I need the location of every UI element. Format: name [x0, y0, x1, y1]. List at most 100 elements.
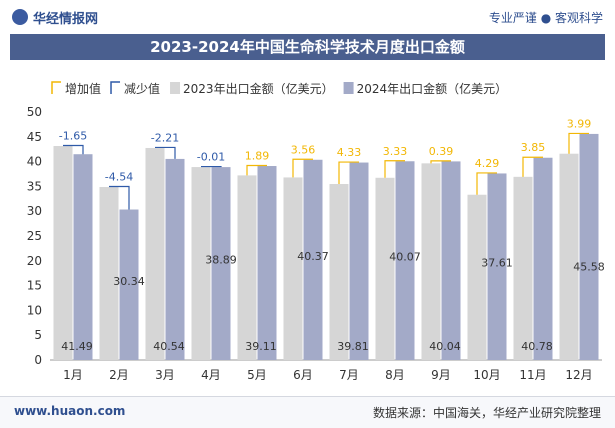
- y-tick-label: 30: [27, 204, 42, 218]
- legend-decrease-label: 减少值: [124, 81, 160, 96]
- change-label-6: 3.56: [291, 143, 316, 156]
- bar-2023-3: [145, 147, 165, 360]
- y-tick-label: 35: [27, 179, 42, 193]
- bar-2024-2: [119, 209, 139, 360]
- x-tick-label-10: 10月: [473, 368, 500, 382]
- x-tick-label-2: 2月: [109, 368, 129, 382]
- change-bracket-1: [63, 144, 84, 155]
- x-tick-label-8: 8月: [385, 368, 405, 382]
- bar-2023-5: [237, 175, 257, 360]
- x-tick-label-1: 1月: [63, 368, 83, 382]
- bar-2024-7: [349, 162, 369, 360]
- bar-2023-12: [559, 153, 579, 360]
- change-bracket-2: [109, 185, 130, 210]
- bar-2024-10: [487, 173, 507, 360]
- y-tick-label: 45: [27, 130, 42, 144]
- value-label-2024-9: 40.04: [429, 340, 461, 353]
- y-tick-label: 25: [27, 229, 42, 243]
- bar-2024-6: [303, 159, 323, 360]
- y-tick-label: 40: [27, 155, 42, 169]
- value-label-2024-2: 30.34: [113, 275, 145, 288]
- bar-2023-10: [467, 194, 487, 360]
- bar-2023-11: [513, 176, 533, 360]
- x-tick-label-7: 7月: [339, 368, 359, 382]
- bar-2023-7: [329, 184, 349, 360]
- value-label-2024-8: 40.07: [389, 251, 421, 264]
- footer: www.huaon.com 数据来源：中国海关，华经产业研究院整理: [0, 396, 615, 428]
- bar-2024-11: [533, 157, 553, 360]
- x-tick-label-3: 3月: [155, 368, 175, 382]
- value-label-2024-4: 38.89: [205, 254, 237, 267]
- bar-2023-8: [375, 177, 395, 360]
- bar-2023-1: [53, 146, 73, 360]
- change-label-1: -1.65: [59, 130, 87, 143]
- value-label-2024-10: 37.61: [481, 257, 513, 270]
- legend-series-2024-marker: [343, 82, 354, 94]
- bar-2024-1: [73, 154, 93, 360]
- change-label-7: 4.33: [337, 146, 362, 159]
- bar-2024-12: [579, 133, 599, 360]
- footer-source: 数据来源：中国海关，华经产业研究院整理: [372, 406, 601, 420]
- change-bracket-5: [246, 164, 267, 176]
- bar-2024-3: [165, 158, 185, 360]
- change-label-4: -0.01: [197, 151, 225, 164]
- legend-increase-marker: [51, 81, 61, 94]
- value-label-2024-12: 45.58: [573, 261, 605, 274]
- x-tick-label-4: 4月: [201, 368, 221, 382]
- change-bracket-12: [568, 132, 589, 154]
- value-label-2024-11: 40.78: [521, 340, 553, 353]
- logo-text: 华经情报网: [33, 12, 99, 27]
- footer-website: www.huaon.com: [14, 404, 126, 418]
- legend-series-2023-marker: [170, 82, 181, 94]
- change-label-5: 1.89: [245, 150, 270, 163]
- change-bracket-7: [338, 161, 359, 185]
- value-label-2024-6: 40.37: [297, 250, 329, 263]
- change-bracket-6: [292, 158, 313, 178]
- change-label-2: -4.54: [105, 170, 133, 183]
- x-tick-label-5: 5月: [247, 368, 267, 382]
- change-bracket-3: [155, 146, 176, 159]
- bar-2024-5: [257, 166, 277, 360]
- bar-2024-8: [395, 161, 415, 360]
- bar-2023-2: [99, 186, 119, 360]
- logo-icon: [12, 9, 28, 25]
- change-label-9: 0.39: [429, 145, 454, 158]
- x-tick-label-11: 11月: [519, 368, 546, 382]
- change-label-8: 3.33: [383, 145, 408, 158]
- y-tick-label: 5: [34, 328, 42, 342]
- legend-decrease-marker: [110, 81, 121, 94]
- bar-2023-4: [191, 167, 211, 360]
- change-label-3: -2.21: [151, 131, 179, 144]
- x-tick-label-6: 6月: [293, 368, 313, 382]
- chart-title: 2023-2024年中国生命科学技术月度出口金额: [10, 34, 605, 60]
- y-tick-label: 10: [27, 303, 42, 317]
- legend-series-2024-label: 2024年出口金额（亿美元）: [357, 81, 508, 96]
- header-bar: 华经情报网 专业严谨 ● 客观科学: [0, 0, 615, 34]
- value-label-2024-3: 40.54: [153, 340, 185, 353]
- y-tick-label: 0: [34, 353, 42, 367]
- bar-2023-9: [421, 163, 441, 360]
- y-tick-label: 15: [27, 279, 42, 293]
- y-tick-label: 50: [27, 105, 42, 119]
- change-label-12: 3.99: [567, 117, 592, 130]
- change-label-11: 3.85: [521, 141, 546, 154]
- change-bracket-10: [476, 172, 497, 195]
- bar-2023-6: [283, 177, 303, 360]
- bar-2024-4: [211, 167, 231, 360]
- change-bracket-9: [430, 160, 451, 164]
- value-label-2024-5: 39.11: [245, 340, 277, 353]
- y-tick-label: 20: [27, 254, 42, 268]
- change-bracket-11: [522, 156, 543, 177]
- legend-series-2023-label: 2023年出口金额（亿美元）: [183, 81, 334, 96]
- bar-chart: 增加值 减少值 2023年出口金额（亿美元） 2024年出口金额（亿美元） 0 5 10 15…: [27, 81, 605, 382]
- change-bracket-8: [384, 160, 405, 178]
- x-tick-label-9: 9月: [431, 368, 451, 382]
- change-label-10: 4.29: [475, 157, 500, 170]
- legend-increase-label: 增加值: [65, 81, 101, 96]
- x-tick-label-12: 12月: [565, 368, 592, 382]
- bar-2024-9: [441, 161, 461, 360]
- change-bracket-4: [201, 165, 222, 168]
- tagline: 专业严谨 ● 客观科学: [488, 11, 603, 25]
- value-label-2024-1: 41.49: [61, 340, 93, 353]
